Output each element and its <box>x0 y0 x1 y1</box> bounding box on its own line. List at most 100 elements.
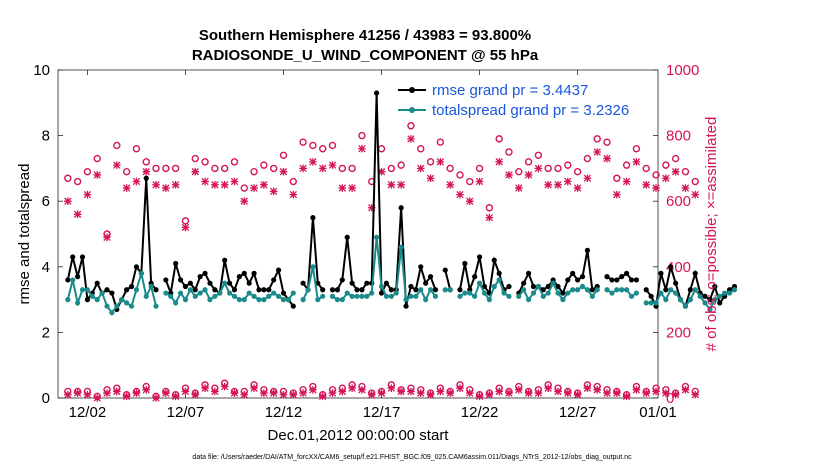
totalspread-point <box>236 297 242 303</box>
legend-label-rmse: rmse grand pr = 3.4437 <box>432 82 588 99</box>
obs-assimilated-point <box>622 177 631 186</box>
plot-frame <box>57 69 659 399</box>
obs-assimilated-point-low <box>358 386 366 394</box>
rmse-point <box>153 287 159 293</box>
obs-assimilated-point-low <box>397 387 405 396</box>
rmse-point <box>202 270 208 276</box>
obs-assimilated-point-low <box>113 387 121 396</box>
rmse-point <box>624 270 630 276</box>
obs-assimilated-point-low <box>671 390 680 399</box>
obs-assimilated-point <box>416 164 425 173</box>
totalspread-point <box>467 290 473 296</box>
totalspread-point <box>261 297 267 303</box>
totalspread-point <box>109 310 115 316</box>
rmse-point <box>418 264 424 270</box>
obs-assimilated-point-low <box>83 390 92 399</box>
obs-assimilated-point <box>475 177 484 186</box>
obs-assimilated-point-low <box>250 384 258 392</box>
rmse-point <box>182 283 189 290</box>
x-tick-label: 12/22 <box>461 404 499 421</box>
obs-possible-point <box>515 167 523 176</box>
obs-possible-point <box>681 167 690 176</box>
totalspread-point <box>604 287 610 293</box>
obs-assimilated-point <box>83 190 92 199</box>
obs-assimilated-point-low <box>240 390 249 399</box>
obs-possible-point <box>426 158 435 166</box>
rmse-point <box>378 290 385 296</box>
obs-possible-point <box>299 138 307 146</box>
totalspread-point <box>354 293 360 299</box>
totalspread-point <box>491 283 497 290</box>
totalspread-point <box>408 293 414 299</box>
rmse-point <box>310 215 316 221</box>
rmse-point <box>163 277 169 283</box>
obs-possible-point <box>279 151 288 159</box>
obs-assimilated-point-low <box>583 384 592 392</box>
totalspread-point <box>673 290 679 296</box>
totalspread-point <box>501 290 507 296</box>
obs-assimilated-point-low <box>289 390 298 399</box>
rmse-point <box>496 270 502 276</box>
totalspread-point <box>427 287 434 293</box>
obs-possible-point <box>113 141 121 150</box>
obs-assimilated-point <box>652 184 660 192</box>
obs-possible-point <box>269 164 278 173</box>
y-tick-label-right: 200 <box>666 324 691 341</box>
rmse-point <box>226 280 233 286</box>
obs-assimilated-point <box>632 158 641 166</box>
rmse-point <box>408 283 414 290</box>
obs-assimilated-point <box>318 164 327 173</box>
obs-possible-point <box>201 158 209 166</box>
obs-possible-point <box>348 164 356 173</box>
rmse-point <box>349 280 355 286</box>
rmse-point <box>246 280 252 286</box>
totalspread-point <box>163 290 169 296</box>
legend-label-totalspread: totalspread grand pr = 3.2326 <box>432 102 629 119</box>
totalspread-point <box>403 297 409 303</box>
rmse-point <box>70 254 76 260</box>
totalspread-point <box>79 287 86 293</box>
totalspread-point <box>251 293 257 299</box>
totalspread-point <box>359 293 365 299</box>
obs-assimilated-point-low <box>299 389 307 397</box>
y-tick-label-left: 4 <box>42 259 50 276</box>
totalspread-point <box>207 297 213 303</box>
rmse-point <box>290 303 296 309</box>
rmse-point <box>707 297 713 303</box>
rmse-line <box>302 217 324 293</box>
obs-assimilated-point <box>73 210 82 219</box>
rmse-point <box>619 274 625 280</box>
rmse-point <box>280 290 287 296</box>
y-tick-label-left: 8 <box>42 128 50 145</box>
obs-assimilated-point <box>505 171 513 179</box>
rmse-point <box>192 287 198 293</box>
rmse-point <box>75 274 81 280</box>
obs-assimilated-point-low <box>613 389 621 397</box>
obs-assimilated-point <box>289 190 298 199</box>
obs-assimilated-point-low <box>279 390 288 399</box>
obs-assimilated-point-low <box>456 384 464 392</box>
obs-possible-point <box>250 167 258 176</box>
obs-assimilated-point <box>260 181 268 189</box>
obs-assimilated-point <box>613 190 621 199</box>
rmse-point <box>383 280 390 286</box>
totalspread-point <box>722 290 728 296</box>
obs-assimilated-point <box>299 164 307 173</box>
totalspread-point <box>677 297 684 303</box>
totalspread-point <box>168 293 174 299</box>
rmse-point <box>413 287 419 293</box>
totalspread-point <box>226 290 233 296</box>
obs-possible-point <box>573 167 582 176</box>
obs-assimilated-point <box>583 174 592 183</box>
obs-assimilated-point-low <box>142 386 151 394</box>
obs-assimilated-point-low <box>387 384 396 392</box>
totalspread-point <box>496 277 502 283</box>
totalspread-point <box>486 297 492 303</box>
obs-possible-point <box>475 164 484 173</box>
obs-possible-point <box>446 164 454 173</box>
totalspread-point <box>462 290 468 296</box>
obs-assimilated-point <box>544 181 552 189</box>
rmse-point <box>334 287 341 293</box>
